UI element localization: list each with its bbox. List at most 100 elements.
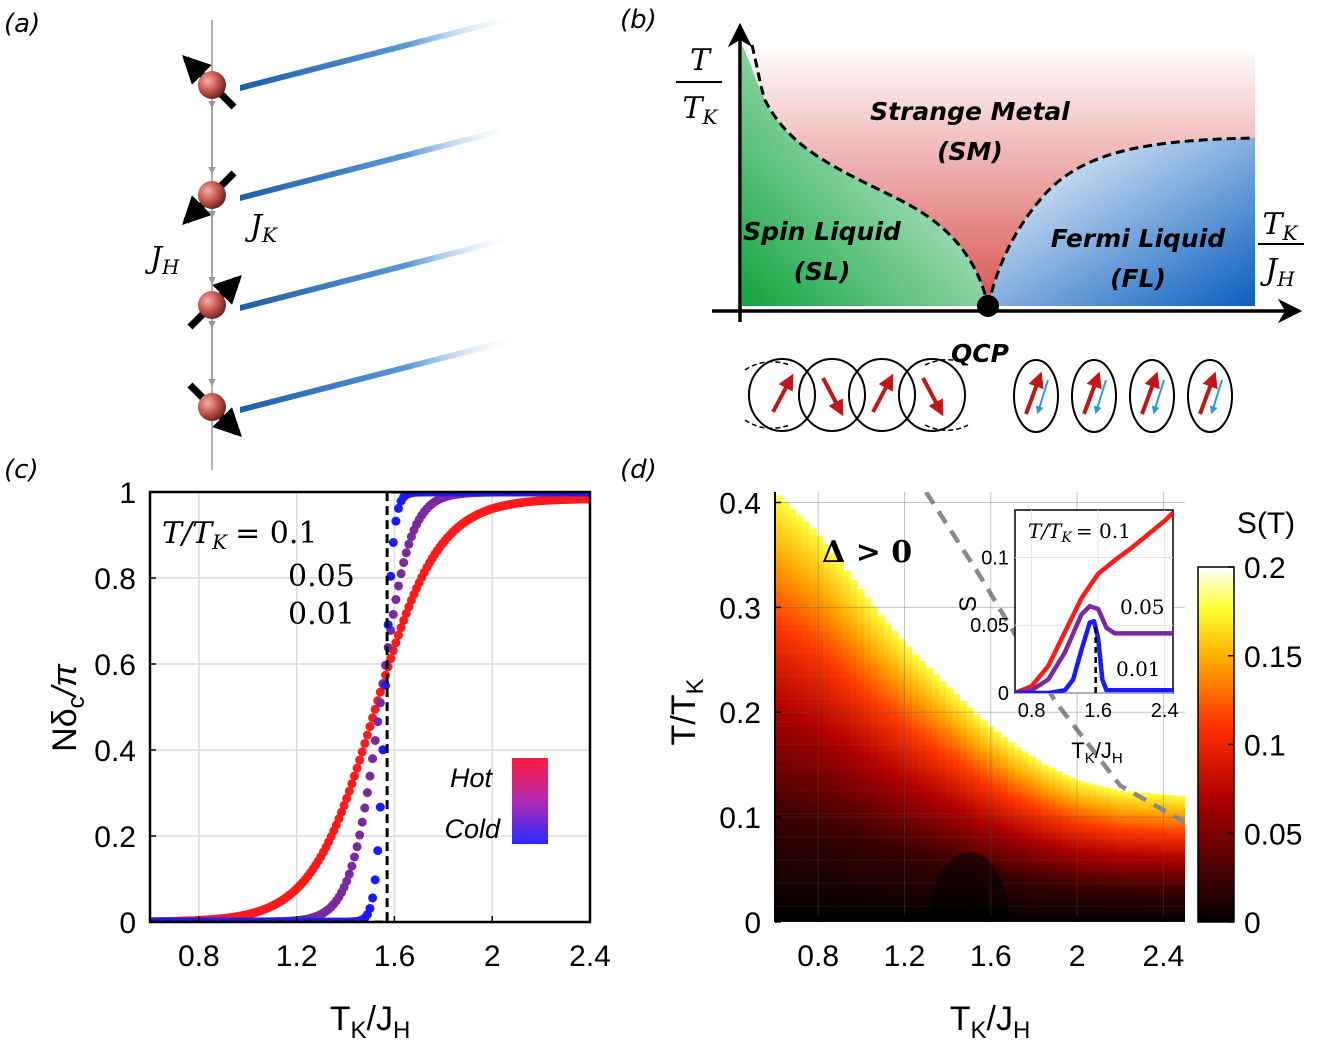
heat-strip <box>952 694 961 922</box>
heat-strip <box>980 720 988 922</box>
heat-strip <box>1021 751 1029 922</box>
c-point <box>381 680 391 690</box>
gap-label: Δ > 0 <box>822 535 912 570</box>
heat-strip <box>1068 778 1077 922</box>
c-ann-001: 0.01 <box>288 597 355 632</box>
heat-strip <box>788 508 797 922</box>
heat-strip <box>795 515 803 922</box>
strange-metal-region <box>742 45 1255 306</box>
cbar-tick-label: 0.2 <box>1244 552 1286 585</box>
jk-label: JK <box>244 209 278 247</box>
heat-strip <box>877 615 885 922</box>
heat-strip <box>781 501 790 922</box>
legend-cold: Cold <box>444 814 501 844</box>
heat-strip <box>1150 793 1159 922</box>
cbar-tick-label: 0.1 <box>1244 730 1286 763</box>
inset-ylabel: S <box>955 596 982 612</box>
inset-xtick-label: 0.8 <box>1018 700 1046 722</box>
heat-strip <box>891 631 899 922</box>
c-point <box>375 687 385 697</box>
c-ticks: 0.8 1.2 1.6 2 2.4 0 0.2 0.4 0.6 0.8 1 <box>94 477 611 973</box>
d-ytick-label: 0 <box>744 907 761 940</box>
sm-abbr: (SM) <box>937 137 1003 166</box>
heat-strip <box>1007 742 1015 922</box>
heat-strip <box>775 495 783 922</box>
heat-strip <box>911 654 920 922</box>
heat-strip <box>1157 794 1166 922</box>
fl-abbr: (FL) <box>1110 264 1166 293</box>
c-step-line <box>150 492 590 922</box>
c-ytick-label: 1 <box>119 477 136 510</box>
heat-strip <box>1027 755 1036 922</box>
c-point <box>352 842 362 852</box>
heat-strip <box>1109 789 1118 922</box>
fermi-liquid-region <box>988 138 1255 306</box>
cbar-tick-label: 0.15 <box>1244 641 1302 674</box>
c-point <box>388 538 398 548</box>
singlet-ellipse <box>848 358 916 432</box>
fl-label: Fermi Liquid <box>1051 224 1227 253</box>
heat-strip <box>1062 774 1070 922</box>
sm-label: Strange Metal <box>870 97 1070 126</box>
panel-d-label: (d) <box>620 455 657 485</box>
qcp-label: QCP <box>951 339 1009 368</box>
colorbar-title: S(T) <box>1237 507 1295 540</box>
c-point <box>342 876 352 886</box>
heat-strip <box>904 646 913 922</box>
sl-spin-arrow <box>771 373 794 413</box>
heat-strip <box>843 571 851 922</box>
kondo-ellipse <box>1013 359 1059 433</box>
c-xtick-label: 1.6 <box>374 940 416 973</box>
heat-strip <box>898 638 906 922</box>
hot-cold-swatch <box>512 758 548 844</box>
heat-strip <box>939 680 947 922</box>
d-ylabel: T/TK <box>665 679 709 746</box>
c-point <box>391 516 401 526</box>
heat-strip <box>1089 784 1097 922</box>
heat-strip <box>945 687 954 922</box>
heat-strip <box>1075 780 1084 922</box>
heat-strip <box>925 667 933 922</box>
c-point <box>362 788 372 798</box>
fermion-rod <box>240 233 520 311</box>
heat-strip <box>850 579 858 922</box>
inset-frame <box>1014 509 1174 694</box>
c-point <box>349 771 359 781</box>
c-ytick-label: 0.4 <box>94 735 136 768</box>
d-xlabel: TK/JH <box>950 1000 1031 1044</box>
c-point <box>393 630 403 640</box>
c-point <box>365 771 375 781</box>
spin-chain <box>182 13 520 437</box>
spin-site <box>198 393 226 421</box>
c-point <box>375 698 385 708</box>
c-point <box>347 861 357 871</box>
jh-label: JH <box>144 241 180 279</box>
heat-strip <box>1144 793 1152 922</box>
b-y-den: TK <box>683 91 719 129</box>
qcp-point <box>977 295 999 317</box>
inset-xtick-label: 2.4 <box>1151 700 1179 722</box>
inset-l3: 0.01 <box>1116 657 1161 681</box>
c-point <box>393 581 403 591</box>
heat-strip <box>816 535 824 922</box>
cbar-tick-label: 0 <box>1244 907 1261 940</box>
c-point <box>349 852 359 862</box>
fl-electron-arrow <box>1035 379 1049 415</box>
c-point <box>381 670 391 680</box>
c-xlabel: TK/JH <box>330 1000 411 1044</box>
c-xtick-label: 2 <box>484 940 501 973</box>
inset-ytick-label: 0.1 <box>981 547 1009 569</box>
c-point <box>396 623 406 633</box>
d-inset: 0.8 1.6 2.400.050.1 T/TK = 0.1 0.05 0.01 S … <box>955 509 1179 767</box>
heat-strip <box>870 606 879 922</box>
panel-d: (d) 0.8 1.2 1.6 2 2.4 0 0.1 0.2 0.3 0.4 Δ > 0 0.8… <box>620 455 1302 1044</box>
c-point <box>362 730 372 740</box>
sl-boundary <box>750 44 990 307</box>
inset-ytick-label: 0 <box>998 683 1009 705</box>
c-point <box>404 539 414 549</box>
inset-series-0.05 <box>1015 603 1173 693</box>
c-ytick-label: 0.6 <box>94 649 136 682</box>
c-point <box>355 755 365 765</box>
c-point <box>393 503 403 513</box>
